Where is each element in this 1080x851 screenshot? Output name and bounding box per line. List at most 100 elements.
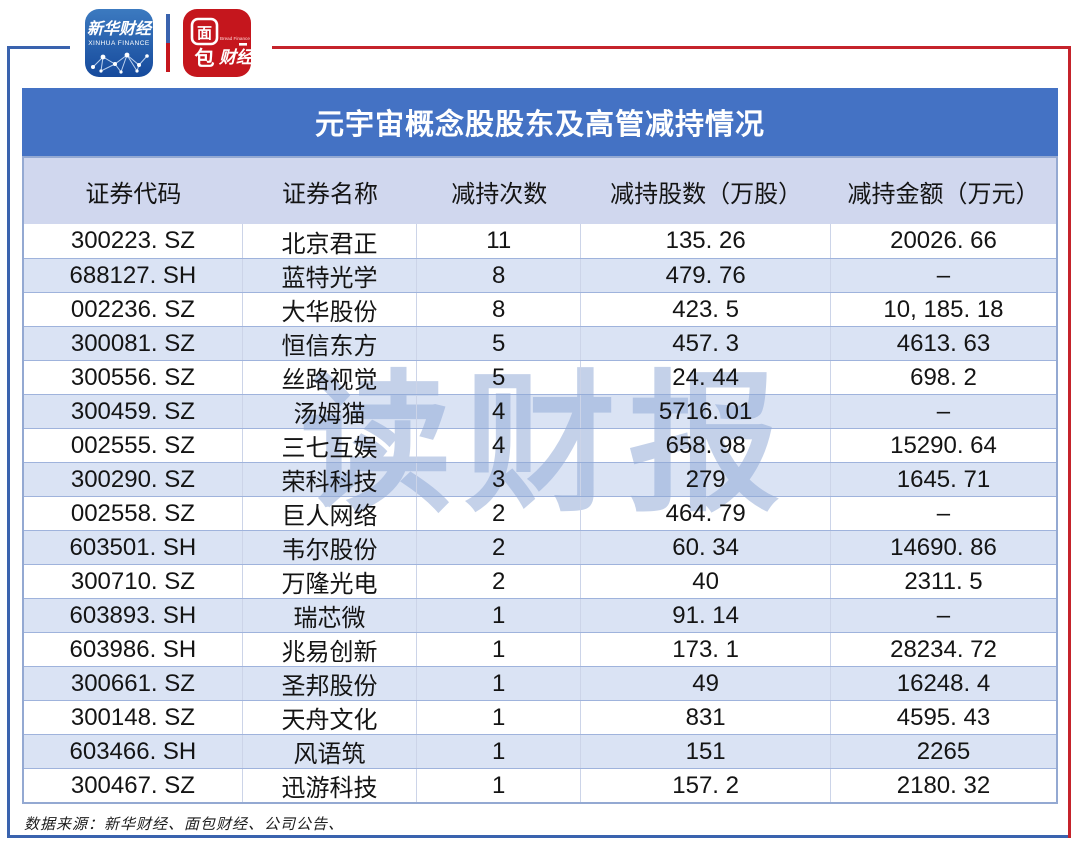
table-row: 002555. SZ 三七互娱 4 658. 98 15290. 64 (24, 428, 1056, 462)
cell-code: 300223. SZ (24, 224, 243, 258)
table-body: 300223. SZ 北京君正 11 135. 26 20026. 66 688127. … (24, 224, 1056, 802)
cell-name: 北京君正 (243, 224, 418, 258)
frame-left-border (7, 46, 10, 838)
frame-top-red-segment (272, 46, 1071, 49)
cell-times: 1 (417, 701, 582, 734)
table-row: 688127. SH 蓝特光学 8 479. 76 – (24, 258, 1056, 292)
cell-shares: 49 (581, 667, 831, 700)
cell-shares: 464. 79 (581, 497, 831, 530)
cell-name: 天舟文化 (243, 701, 418, 734)
cell-name: 瑞芯微 (243, 599, 418, 632)
cell-shares: 24. 44 (581, 361, 831, 394)
table-row: 300556. SZ 丝路视觉 5 24. 44 698. 2 (24, 360, 1056, 394)
bread-finance-logo-icon: 面 包 Bread Finance 财经 (183, 9, 251, 77)
frame-bottom-border (7, 835, 1071, 838)
cell-code: 603501. SH (24, 531, 243, 564)
cell-amount: 4595. 43 (896, 703, 991, 731)
cell-name: 恒信东方 (243, 327, 418, 360)
header-times: 减持次数 (451, 180, 548, 208)
bread-logo-glyph2: 包 (195, 46, 215, 70)
xinhua-logo-en-text: XINHUA FINANCE (88, 40, 150, 47)
cell-times: 4 (417, 395, 582, 428)
cell-code: 300290. SZ (24, 463, 243, 496)
cell-code: 300467. SZ (24, 769, 243, 802)
cell-amount: 4613. 63 (896, 329, 991, 357)
table-title-bar: 元宇宙概念股股东及高管减持情况 (22, 88, 1058, 156)
cell-times: 2 (417, 531, 582, 564)
table-row: 002558. SZ 巨人网络 2 464. 79 – (24, 496, 1056, 530)
cell-amount: 15290. 64 (890, 431, 997, 459)
cell-code: 002558. SZ (24, 497, 243, 530)
cell-times: 11 (417, 224, 582, 258)
table-row: 002236. SZ 大华股份 8 423. 5 10, 185. 18 (24, 292, 1056, 326)
table-row: 300710. SZ 万隆光电 2 40 2311. 5 (24, 564, 1056, 598)
data-table: 证券代码 证券名称 减持次数 减持股数（万股） 减持金额（万元） 300223.… (22, 156, 1058, 804)
cell-code: 300081. SZ (24, 327, 243, 360)
header-name: 证券名称 (281, 180, 378, 208)
table-row: 603986. SH 兆易创新 1 173. 1 28234. 72 (24, 632, 1056, 666)
cell-times: 3 (417, 463, 582, 496)
cell-amount: 2311. 5 (904, 567, 983, 595)
cell-times: 4 (417, 429, 582, 462)
frame-right-border (1068, 46, 1071, 838)
cell-shares: 831 (581, 701, 831, 734)
cell-times: 1 (417, 769, 582, 802)
cell-code: 603893. SH (24, 599, 243, 632)
cell-amount: – (936, 499, 951, 527)
cell-times: 2 (417, 565, 582, 598)
cell-code: 002555. SZ (24, 429, 243, 462)
table-row: 300290. SZ 荣科科技 3 279 1645. 71 (24, 462, 1056, 496)
cell-amount: 28234. 72 (890, 635, 997, 663)
frame-top-blue-segment (7, 46, 70, 49)
cell-amount: – (936, 397, 951, 425)
cell-shares: 457. 3 (581, 327, 831, 360)
table-row: 300661. SZ 圣邦股份 1 49 16248. 4 (24, 666, 1056, 700)
xinhua-finance-logo-icon: 新华财经 XINHUA FINANCE (85, 9, 153, 77)
bread-logo-glyph1: 面 (197, 25, 212, 42)
cell-amount: – (936, 601, 951, 629)
cell-times: 1 (417, 599, 582, 632)
header-shares: 减持股数（万股） (610, 180, 803, 208)
cell-name: 蓝特光学 (243, 259, 418, 292)
cell-name: 三七互娱 (243, 429, 418, 462)
cell-code: 300459. SZ (24, 395, 243, 428)
cell-shares: 91. 14 (581, 599, 831, 632)
xinhua-logo-network-nodes (91, 52, 149, 74)
cell-name: 韦尔股份 (243, 531, 418, 564)
cell-times: 1 (417, 735, 582, 768)
cell-shares: 151 (581, 735, 831, 768)
cell-code: 300661. SZ (24, 667, 243, 700)
table-row: 300223. SZ 北京君正 11 135. 26 20026. 66 (24, 224, 1056, 258)
table-title: 元宇宙概念股股东及高管减持情况 (314, 109, 765, 141)
cell-times: 8 (417, 293, 582, 326)
table-row: 300459. SZ 汤姆猫 4 5716. 01 – (24, 394, 1056, 428)
cell-shares: 479. 76 (581, 259, 831, 292)
cell-times: 1 (417, 633, 582, 666)
cell-name: 巨人网络 (243, 497, 418, 530)
cell-name: 大华股份 (243, 293, 418, 326)
header-amount: 减持金额（万元） (847, 180, 1040, 208)
table-row: 603893. SH 瑞芯微 1 91. 14 – (24, 598, 1056, 632)
table-row: 300467. SZ 迅游科技 1 157. 2 2180. 32 (24, 768, 1056, 802)
cell-amount: 2180. 32 (896, 771, 991, 799)
cell-name: 兆易创新 (243, 633, 418, 666)
cell-times: 5 (417, 327, 582, 360)
cell-amount: 1645. 71 (896, 465, 991, 493)
table-row: 603501. SH 韦尔股份 2 60. 34 14690. 86 (24, 530, 1056, 564)
cell-name: 荣科科技 (243, 463, 418, 496)
cell-code: 002236. SZ (24, 293, 243, 326)
cell-shares: 5716. 01 (581, 395, 831, 428)
cell-code: 300710. SZ (24, 565, 243, 598)
cell-code: 300148. SZ (24, 701, 243, 734)
table-row: 603466. SH 风语筑 1 151 2265 (24, 734, 1056, 768)
cell-shares: 423. 5 (581, 293, 831, 326)
cell-shares: 135. 26 (581, 224, 831, 258)
cell-amount: 10, 185. 18 (883, 295, 1004, 323)
cell-code: 300556. SZ (24, 361, 243, 394)
cell-name: 圣邦股份 (243, 667, 418, 700)
cell-amount: 16248. 4 (896, 669, 991, 697)
cell-amount: 698. 2 (910, 363, 977, 391)
cell-amount: 20026. 66 (890, 227, 997, 254)
cell-shares: 157. 2 (581, 769, 831, 802)
bread-logo-cn-text: 财经 (218, 48, 251, 67)
